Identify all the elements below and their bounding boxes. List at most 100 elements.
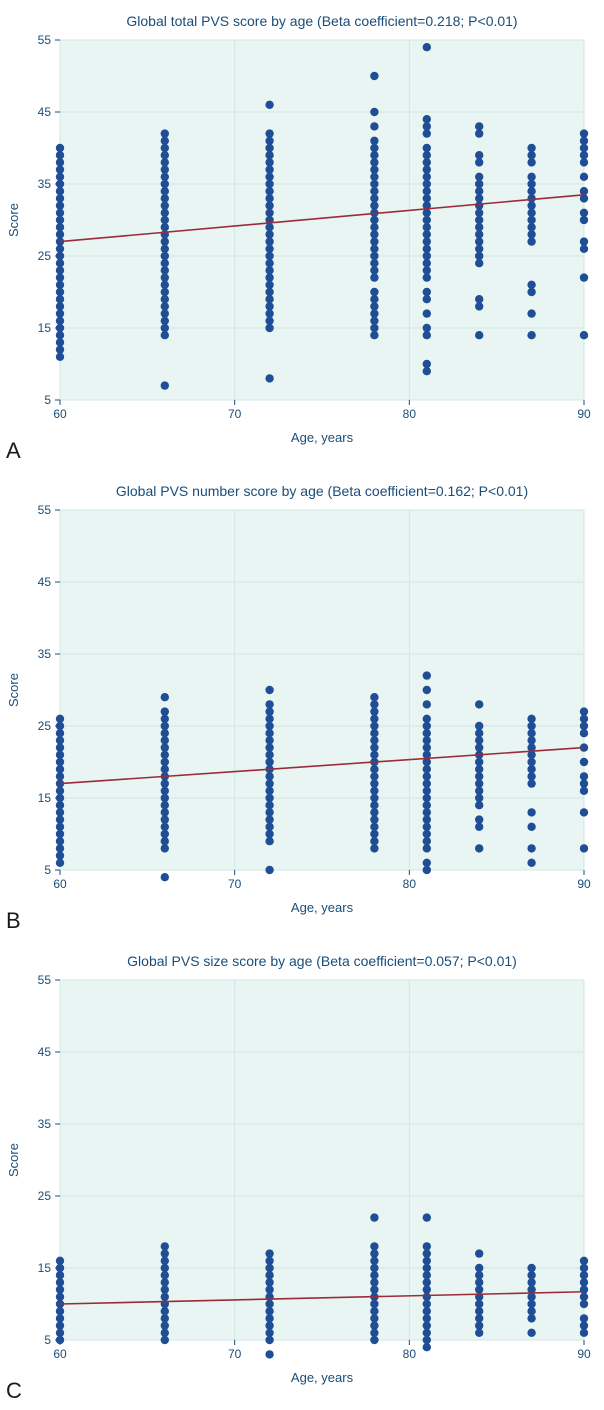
data-point [370, 252, 378, 260]
data-point [161, 837, 169, 845]
data-point [161, 223, 169, 231]
data-point [56, 1278, 64, 1286]
data-point [423, 43, 431, 51]
data-point [423, 115, 431, 123]
data-point [423, 122, 431, 130]
panel-label: B [6, 908, 21, 934]
data-point [56, 1336, 64, 1344]
data-point [475, 122, 483, 130]
data-point [370, 794, 378, 802]
panel-B: 6070809051525354555Global PVS number sco… [0, 470, 604, 940]
data-point [527, 715, 535, 723]
data-point [370, 1307, 378, 1315]
data-point [475, 1300, 483, 1308]
data-point [580, 722, 588, 730]
data-point [580, 137, 588, 145]
data-point [370, 216, 378, 224]
data-point [56, 180, 64, 188]
data-point [370, 722, 378, 730]
data-point [423, 187, 431, 195]
data-point [56, 353, 64, 361]
data-point [56, 851, 64, 859]
data-point [475, 151, 483, 159]
data-point [475, 223, 483, 231]
data-point [423, 245, 431, 253]
data-point [423, 230, 431, 238]
data-point [161, 216, 169, 224]
data-point [56, 331, 64, 339]
data-point [527, 209, 535, 217]
data-point [527, 144, 535, 152]
panel-label: A [6, 438, 21, 464]
data-point [423, 180, 431, 188]
data-point [265, 808, 273, 816]
data-point [423, 815, 431, 823]
data-point [527, 194, 535, 202]
data-point [423, 252, 431, 260]
data-point [370, 1314, 378, 1322]
data-point [265, 743, 273, 751]
panel-label: C [6, 1378, 22, 1404]
data-point [527, 230, 535, 238]
data-point [475, 1264, 483, 1272]
data-point [423, 360, 431, 368]
data-point [56, 1321, 64, 1329]
y-axis-label: Score [6, 1143, 21, 1177]
data-point [423, 671, 431, 679]
data-point [56, 345, 64, 353]
data-point [161, 1336, 169, 1344]
data-point [423, 1242, 431, 1250]
data-point [265, 772, 273, 780]
data-point [370, 830, 378, 838]
data-point [161, 707, 169, 715]
data-point [56, 758, 64, 766]
data-point [580, 844, 588, 852]
data-point [161, 801, 169, 809]
data-point [161, 201, 169, 209]
data-point [370, 751, 378, 759]
data-point [265, 1321, 273, 1329]
y-tick-label: 25 [38, 1189, 52, 1203]
data-point [161, 722, 169, 730]
data-point [423, 830, 431, 838]
data-point [580, 787, 588, 795]
data-point [56, 1257, 64, 1265]
data-point [56, 743, 64, 751]
data-point [56, 324, 64, 332]
data-point [161, 765, 169, 773]
data-point [370, 1264, 378, 1272]
data-point [161, 309, 169, 317]
data-point [370, 137, 378, 145]
data-point [56, 794, 64, 802]
x-tick-label: 60 [53, 1347, 67, 1361]
data-point [265, 722, 273, 730]
data-point [527, 772, 535, 780]
data-point [56, 144, 64, 152]
data-point [56, 801, 64, 809]
data-point [265, 1285, 273, 1293]
data-point [56, 201, 64, 209]
data-point [370, 844, 378, 852]
data-point [370, 108, 378, 116]
data-point [56, 1285, 64, 1293]
data-point [580, 1300, 588, 1308]
data-point [580, 273, 588, 281]
data-point [423, 1321, 431, 1329]
data-point [423, 736, 431, 744]
data-point [475, 1329, 483, 1337]
data-point [580, 1329, 588, 1337]
data-point [161, 165, 169, 173]
data-point [161, 151, 169, 159]
y-tick-label: 35 [38, 647, 52, 661]
data-point [370, 266, 378, 274]
data-point [423, 686, 431, 694]
data-point [527, 1278, 535, 1286]
data-point [265, 794, 273, 802]
data-point [475, 1271, 483, 1279]
data-point [56, 223, 64, 231]
data-point [161, 381, 169, 389]
data-point [580, 237, 588, 245]
data-point [56, 830, 64, 838]
data-point [423, 859, 431, 867]
data-point [265, 751, 273, 759]
